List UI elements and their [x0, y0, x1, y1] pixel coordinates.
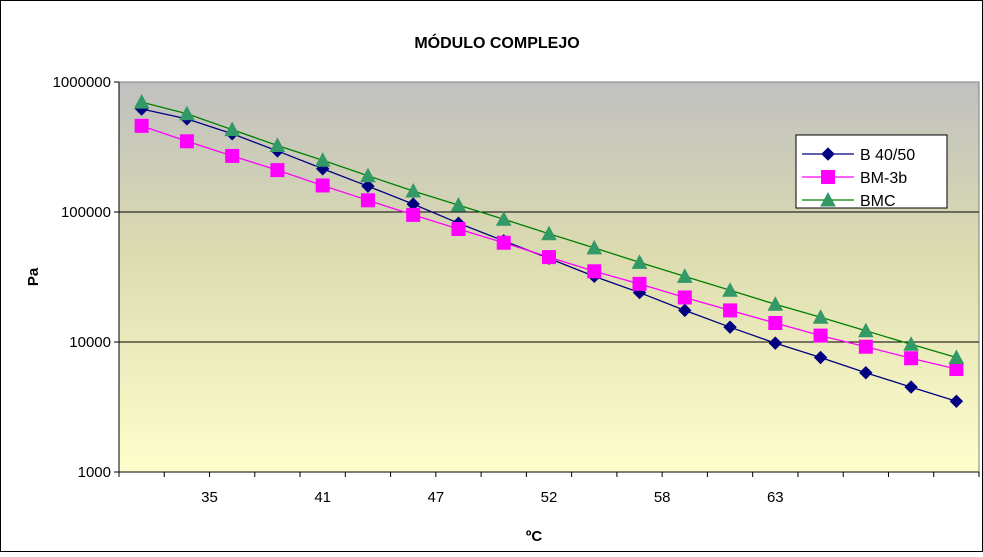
- data-point: [767, 296, 784, 311]
- axes: 1000 10000 100000 1000000 35 41 47 52 58 63: [53, 74, 980, 506]
- data-point: [179, 105, 195, 121]
- data-point: [859, 366, 873, 380]
- data-point: [632, 276, 647, 291]
- data-point: [360, 167, 376, 183]
- data-point: [405, 182, 422, 198]
- data-point: [315, 178, 330, 193]
- data-point: [179, 134, 194, 149]
- x-tick-label: 35: [201, 489, 218, 506]
- data-point: [450, 197, 467, 212]
- legend-marker: [821, 147, 835, 161]
- data-point: [768, 336, 783, 350]
- data-point: [903, 336, 919, 351]
- data-point: [678, 303, 692, 318]
- data-point: [676, 268, 693, 283]
- series-1: [134, 118, 964, 376]
- data-point: [587, 264, 602, 279]
- series-layer: [133, 94, 965, 408]
- data-point: [134, 118, 149, 133]
- data-point: [133, 94, 150, 109]
- data-point: [361, 179, 375, 193]
- data-point: [631, 254, 648, 269]
- x-tick-label: 52: [541, 489, 558, 506]
- data-point: [949, 361, 964, 376]
- y-tick-label: 1000: [78, 464, 111, 481]
- legend-marker: [820, 191, 836, 207]
- data-point: [949, 394, 964, 408]
- x-tick-label: 63: [767, 489, 784, 506]
- data-point: [541, 225, 557, 241]
- data-point: [225, 148, 240, 163]
- legend-label: BM-3b: [860, 170, 907, 187]
- y-tick-label: 1000000: [53, 74, 111, 91]
- x-tick-label: 41: [314, 489, 331, 506]
- y-axis-label: Pa: [25, 267, 42, 286]
- data-point: [768, 316, 783, 331]
- x-axis-label: ºC: [526, 528, 542, 545]
- data-point: [586, 239, 603, 255]
- x-tick-label: 47: [427, 489, 444, 506]
- data-point: [495, 211, 512, 226]
- data-point: [858, 339, 873, 354]
- data-point: [723, 303, 738, 318]
- data-point: [812, 309, 829, 324]
- data-point: [677, 290, 692, 305]
- data-point: [270, 163, 285, 178]
- data-point: [722, 282, 738, 297]
- series-2: [133, 94, 965, 364]
- legend-marker: [821, 170, 835, 184]
- data-point: [904, 380, 918, 394]
- data-point: [451, 221, 466, 236]
- data-point: [360, 193, 375, 208]
- chart-title: MÓDULO COMPLEJO: [414, 33, 579, 52]
- legend: B 40/50 BM-3b BMC: [795, 134, 948, 210]
- legend-label: B 40/50: [860, 147, 915, 164]
- y-tick-label: 100000: [61, 204, 111, 221]
- grid-lines: [119, 211, 979, 343]
- data-point: [904, 351, 919, 366]
- data-point: [406, 207, 421, 222]
- legend-label: BMC: [860, 193, 896, 210]
- y-tick-label: 10000: [69, 334, 111, 351]
- data-point: [813, 328, 828, 343]
- data-point: [542, 250, 556, 265]
- data-point: [269, 137, 286, 152]
- data-point: [948, 349, 965, 364]
- data-point: [723, 320, 737, 334]
- data-point: [314, 152, 331, 167]
- x-tick-label: 58: [654, 489, 671, 506]
- data-point: [224, 121, 240, 137]
- data-point: [813, 350, 828, 365]
- data-point: [496, 235, 511, 250]
- data-point: [858, 322, 874, 338]
